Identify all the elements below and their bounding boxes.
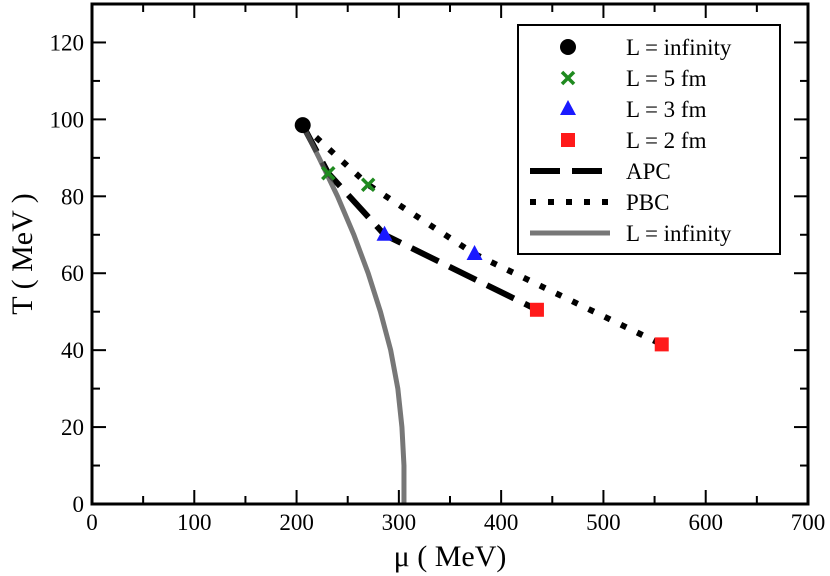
y-tick-label: 60: [61, 261, 84, 286]
legend-symbol-circle: [560, 39, 576, 55]
x-tick-label: 300: [382, 510, 417, 535]
x-tick-label: 600: [688, 510, 723, 535]
y-tick-label: 100: [50, 107, 85, 132]
x-axis-ticks: 0 100 200 300 400 500 600 700: [86, 4, 825, 535]
y-tick-label: 20: [61, 415, 84, 440]
legend-label: APC: [626, 159, 671, 184]
data-point-square: [529, 302, 544, 317]
y-tick-label: 80: [61, 184, 84, 209]
data-point-circle: [294, 117, 311, 134]
legend-label: PBC: [626, 190, 669, 215]
y-tick-label: 0: [73, 492, 85, 517]
legend-symbol-x: [560, 70, 576, 86]
legend-symbol-x-stroke-b: [560, 70, 576, 86]
x-tick-label: 200: [279, 510, 314, 535]
data-point-x: [321, 165, 336, 181]
data-point-triangle: [466, 245, 483, 260]
plot-frame: [90, 2, 810, 506]
legend-label: L = 5 fm: [626, 66, 707, 91]
legend-label: L = 3 fm: [626, 97, 707, 122]
x-tick-label: 700: [791, 510, 826, 535]
x-tick-label: 400: [484, 510, 519, 535]
series-layer: [294, 117, 669, 504]
data-point-x-stroke-b: [321, 165, 336, 181]
legend-symbol-square: [561, 133, 575, 147]
data-point-triangle: [376, 225, 393, 241]
x-tick-label: 0: [86, 510, 98, 535]
legend-label: L = 2 fm: [626, 128, 707, 153]
x-tick-label: 500: [586, 510, 621, 535]
x-axis-label: μ ( MeV): [394, 540, 507, 573]
legend-label: L = infinity: [626, 35, 732, 60]
x-tick-label: 100: [177, 510, 212, 535]
y-tick-label: 40: [61, 338, 84, 363]
y-tick-label: 120: [50, 30, 85, 55]
legend-symbol-triangle: [560, 100, 576, 115]
legend: L = infinity L = 5 fm L = 3 fm L = 2 fm APC P…: [517, 24, 781, 255]
data-point-x-stroke-b: [360, 177, 376, 193]
data-point-x: [360, 177, 376, 193]
data-point-square: [654, 337, 669, 352]
y-axis-label: T ( MeV ): [6, 193, 39, 314]
legend-label: L = infinity: [626, 221, 732, 246]
infinity-boundary-line: [300, 124, 407, 504]
